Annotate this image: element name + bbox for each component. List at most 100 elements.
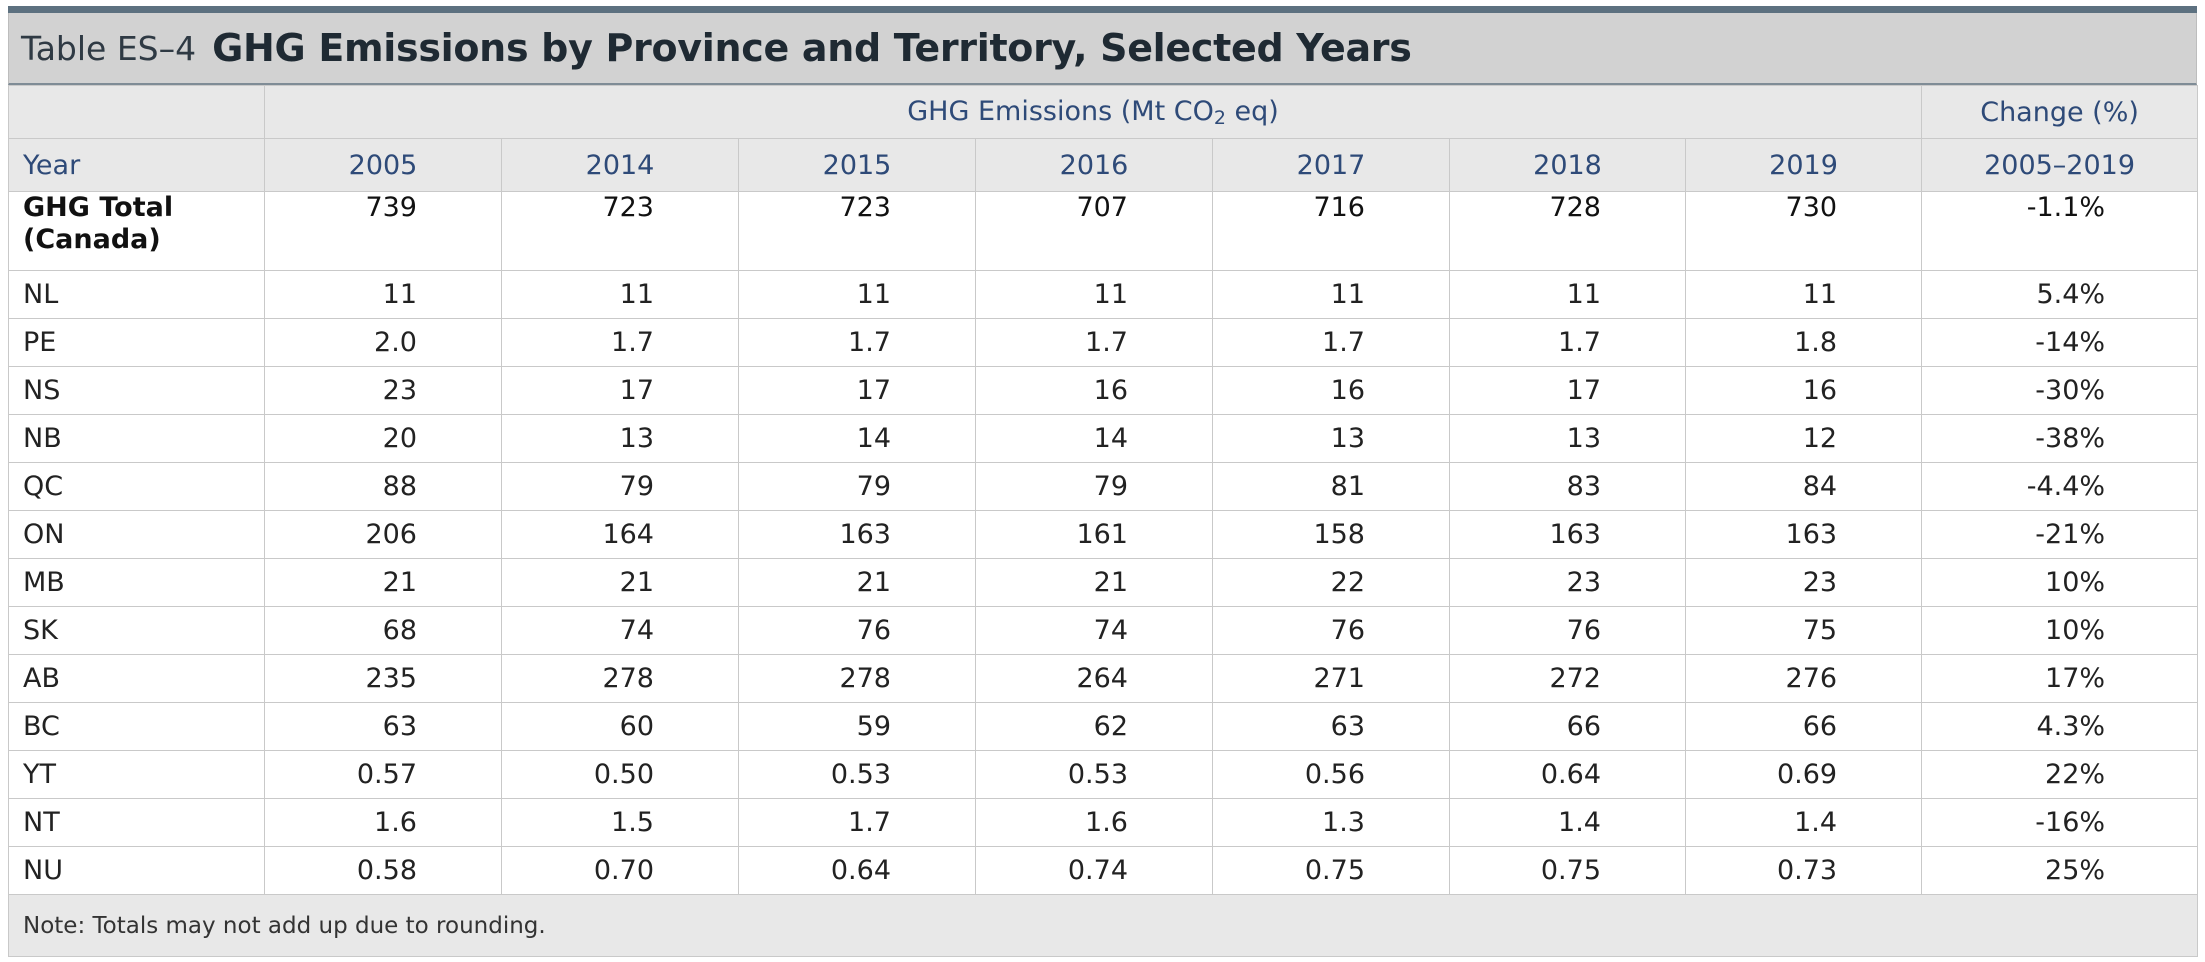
table-cell: 0.50 bbox=[501, 750, 739, 799]
table-row: NS 23 17 17 16 16 17 16 -30% bbox=[8, 366, 2199, 415]
table-cell: 164 bbox=[501, 510, 739, 559]
table-cell: 716 bbox=[1212, 191, 1450, 271]
table-cell: 83 bbox=[1449, 462, 1686, 511]
year-header: 2018 bbox=[1449, 138, 1686, 192]
change-cell: 5.4% bbox=[1921, 270, 2199, 319]
table-cell: 12 bbox=[1684, 414, 1923, 463]
table-cell: 2.0 bbox=[264, 318, 502, 367]
change-cell: 17% bbox=[1921, 654, 2199, 703]
table-cell: 271 bbox=[1212, 654, 1450, 703]
table-cell: 79 bbox=[975, 462, 1213, 511]
table-cell: 79 bbox=[501, 462, 739, 511]
table-cell: 1.7 bbox=[501, 318, 739, 367]
emissions-header-prefix: GHG Emissions (Mt CO bbox=[907, 95, 1214, 127]
table-cell: 158 bbox=[1212, 510, 1450, 559]
table-cell: 11 bbox=[1449, 270, 1686, 319]
table-cell: 723 bbox=[738, 191, 976, 271]
emissions-header-suffix: eq) bbox=[1225, 95, 1279, 127]
year-column-header: Year bbox=[8, 138, 265, 192]
table-cell: 1.7 bbox=[1212, 318, 1450, 367]
table-cell: 11 bbox=[1684, 270, 1923, 319]
table-row: NU 0.58 0.70 0.64 0.74 0.75 0.75 0.73 25% bbox=[8, 846, 2199, 895]
table-cell: 17 bbox=[738, 366, 976, 415]
change-cell: 22% bbox=[1921, 750, 2199, 799]
year-header: 2014 bbox=[501, 138, 739, 192]
table-label: Table ES–4 bbox=[21, 28, 197, 68]
group-header-row: GHG Emissions (Mt CO2 eq) Change (%) bbox=[8, 85, 2199, 139]
table-cell: 0.57 bbox=[264, 750, 502, 799]
table-cell: 278 bbox=[501, 654, 739, 703]
table-cell: 16 bbox=[1212, 366, 1450, 415]
table-cell: 81 bbox=[1212, 462, 1450, 511]
table-cell: 1.5 bbox=[501, 798, 739, 847]
table-cell: 0.64 bbox=[1449, 750, 1686, 799]
table-cell: 1.7 bbox=[1449, 318, 1686, 367]
table-cell: 63 bbox=[264, 702, 502, 751]
table-row: SK 68 74 76 74 76 76 75 10% bbox=[8, 606, 2199, 655]
table-cell: 0.64 bbox=[738, 846, 976, 895]
table-cell: 730 bbox=[1684, 191, 1923, 271]
table-row: ON 206 164 163 161 158 163 163 -21% bbox=[8, 510, 2199, 559]
table-cell: 1.6 bbox=[975, 798, 1213, 847]
row-label: SK bbox=[8, 606, 265, 655]
total-label-line1: GHG Total bbox=[23, 192, 174, 223]
table-cell: 63 bbox=[1212, 702, 1450, 751]
emissions-group-header: GHG Emissions (Mt CO2 eq) bbox=[263, 85, 1923, 139]
table-cell: 0.75 bbox=[1449, 846, 1686, 895]
year-header: 2017 bbox=[1212, 138, 1450, 192]
table-cell: 21 bbox=[975, 558, 1213, 607]
table-row: BC 63 60 59 62 63 66 66 4.3% bbox=[8, 702, 2199, 751]
table-cell: 163 bbox=[1449, 510, 1686, 559]
row-label: ON bbox=[8, 510, 265, 559]
change-period-header: 2005–2019 bbox=[1921, 138, 2199, 192]
row-label: NU bbox=[8, 846, 265, 895]
table-cell: 84 bbox=[1684, 462, 1923, 511]
table-cell: 272 bbox=[1449, 654, 1686, 703]
change-cell: 10% bbox=[1921, 606, 2199, 655]
table-cell: 1.4 bbox=[1684, 798, 1923, 847]
table-row: AB 235 278 278 264 271 272 276 17% bbox=[8, 654, 2199, 703]
change-cell: 25% bbox=[1921, 846, 2199, 895]
table-cell: 13 bbox=[501, 414, 739, 463]
table-cell: 21 bbox=[738, 558, 976, 607]
total-row-label: GHG Total (Canada) bbox=[8, 191, 265, 271]
table-cell: 76 bbox=[1212, 606, 1450, 655]
table-cell: 23 bbox=[1684, 558, 1923, 607]
table-cell: 0.75 bbox=[1212, 846, 1450, 895]
row-label: NT bbox=[8, 798, 265, 847]
change-cell: 4.3% bbox=[1921, 702, 2199, 751]
change-group-header: Change (%) bbox=[1921, 85, 2199, 139]
table-row: NT 1.6 1.5 1.7 1.6 1.3 1.4 1.4 -16% bbox=[8, 798, 2199, 847]
row-label: NL bbox=[8, 270, 265, 319]
table-cell: 17 bbox=[501, 366, 739, 415]
table-cell: 62 bbox=[975, 702, 1213, 751]
table-cell: 14 bbox=[975, 414, 1213, 463]
year-header: 2019 bbox=[1684, 138, 1923, 192]
table-cell: 16 bbox=[975, 366, 1213, 415]
table-cell: 278 bbox=[738, 654, 976, 703]
table-cell: 0.69 bbox=[1684, 750, 1923, 799]
table-row: QC 88 79 79 79 81 83 84 -4.4% bbox=[8, 462, 2199, 511]
table-cell: 14 bbox=[738, 414, 976, 463]
table-cell: 76 bbox=[1449, 606, 1686, 655]
table-cell: 23 bbox=[264, 366, 502, 415]
row-label: NS bbox=[8, 366, 265, 415]
row-label: NB bbox=[8, 414, 265, 463]
table-cell: 0.53 bbox=[738, 750, 976, 799]
change-cell: 10% bbox=[1921, 558, 2199, 607]
table-cell: 1.7 bbox=[738, 318, 976, 367]
group-header-blank bbox=[8, 85, 265, 139]
table-row: YT 0.57 0.50 0.53 0.53 0.56 0.64 0.69 22% bbox=[8, 750, 2199, 799]
row-label: BC bbox=[8, 702, 265, 751]
table-cell: 1.7 bbox=[975, 318, 1213, 367]
table-cell: 728 bbox=[1449, 191, 1686, 271]
table-cell: 1.3 bbox=[1212, 798, 1450, 847]
table-cell: 723 bbox=[501, 191, 739, 271]
table-cell: 707 bbox=[975, 191, 1213, 271]
table-cell: 11 bbox=[1212, 270, 1450, 319]
change-cell: -4.4% bbox=[1921, 462, 2199, 511]
table-cell: 0.74 bbox=[975, 846, 1213, 895]
table-cell: 1.8 bbox=[1684, 318, 1923, 367]
table-cell: 68 bbox=[264, 606, 502, 655]
total-row: GHG Total (Canada) 739 723 723 707 716 72… bbox=[8, 191, 2199, 271]
